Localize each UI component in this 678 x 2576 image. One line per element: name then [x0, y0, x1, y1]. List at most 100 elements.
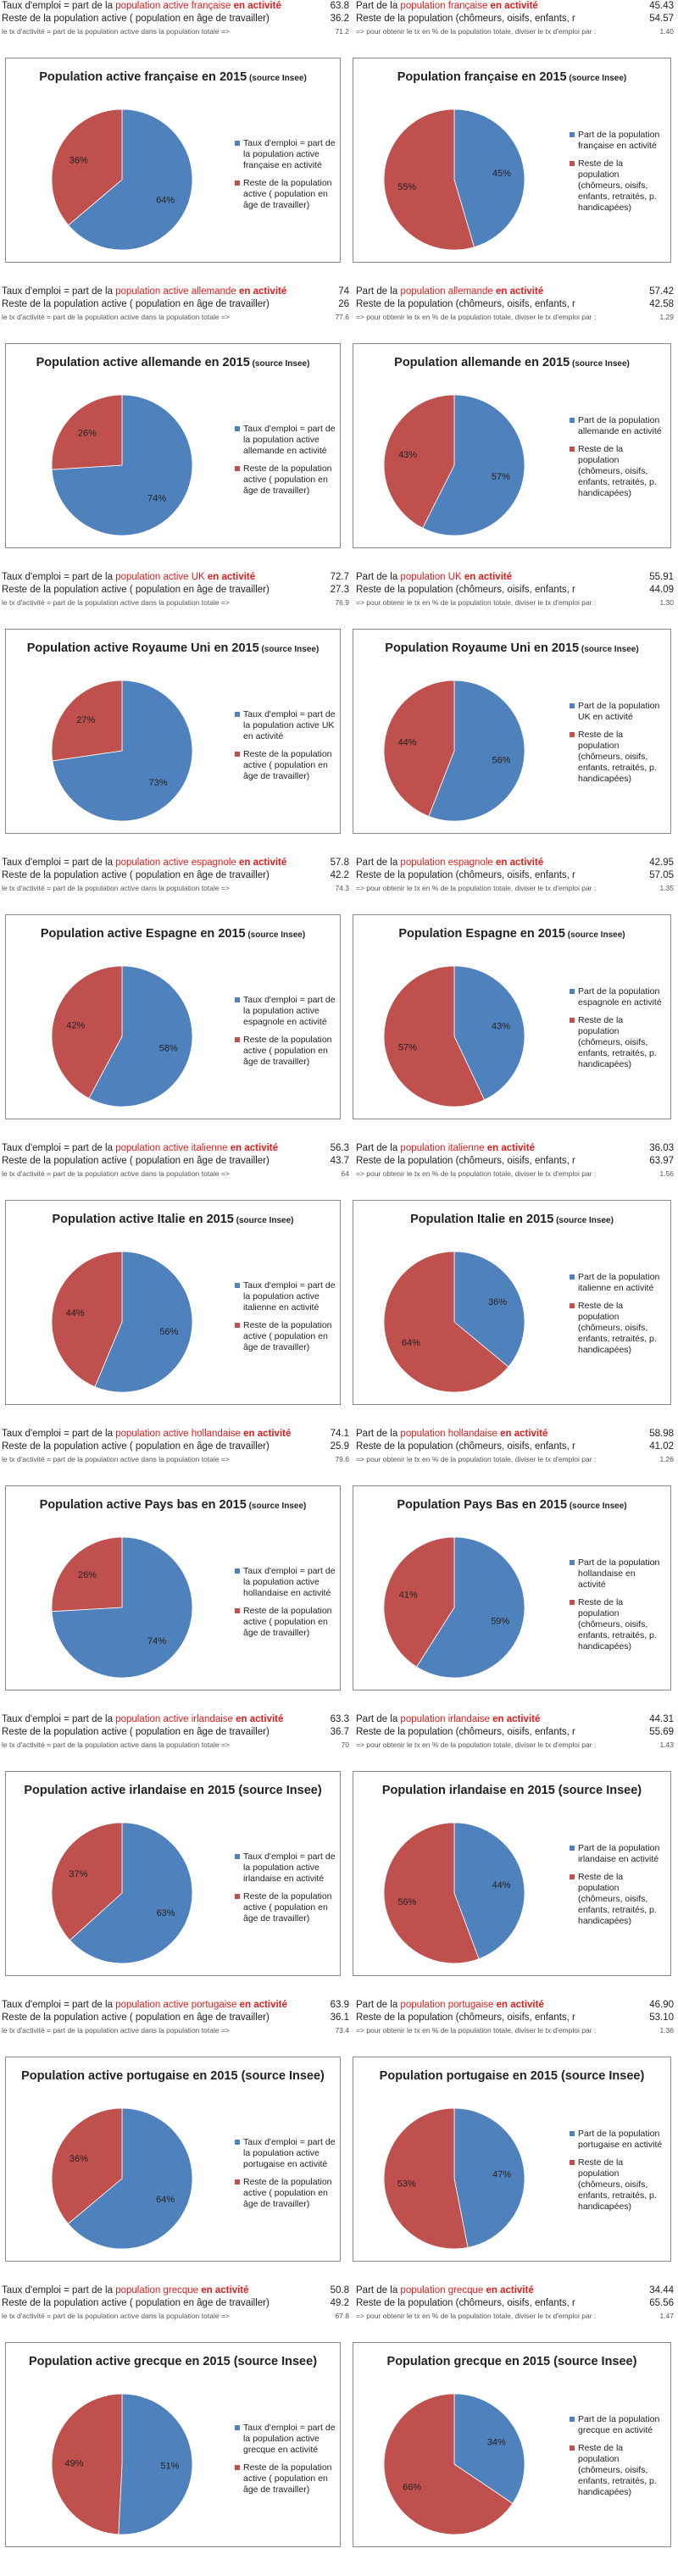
table-row: Reste de la population active ( populati…	[2, 869, 349, 882]
pie-slice-active	[67, 2107, 193, 2250]
pie-chart: 58% 42%	[51, 965, 193, 1108]
chart-title-text: Population allemande en 2015	[394, 356, 570, 369]
legend-swatch	[235, 141, 240, 146]
legend-label: Part de la population allemande en activ…	[578, 415, 662, 436]
left-table: Taux d'emploi = part de la population ac…	[2, 1999, 349, 2037]
chart-title-source: (source Insee)	[565, 930, 625, 940]
chart-title-source: (source Insee)	[233, 1216, 294, 1225]
legend-label: Part de la population portugaise en acti…	[578, 2129, 663, 2150]
pie-slice-label: 44%	[66, 1308, 85, 1319]
highlighted-text: en activité	[483, 2285, 534, 2296]
left-table: Taux d'emploi = part de la population ac…	[2, 571, 349, 609]
table-row: Taux d'emploi = part de la population ac…	[2, 857, 349, 869]
pie-slice-label: 44%	[492, 1880, 511, 1890]
legend-swatch	[235, 1568, 240, 1574]
row-label: Taux d'emploi = part de la population ac…	[2, 1428, 291, 1441]
legend-label: Reste de la population (chômeurs, oisifs…	[578, 2443, 657, 2497]
row-label: Taux d'emploi = part de la population ac…	[2, 1142, 278, 1155]
pie-chart: 43% 57%	[383, 965, 525, 1108]
row-label-text: Part de la	[356, 572, 401, 582]
country-section: Taux d'emploi = part de la population ac…	[0, 1999, 678, 2285]
pie-slice-active	[422, 394, 525, 536]
legend-swatch	[570, 732, 575, 737]
pie-slice-label: 49%	[65, 2459, 84, 2469]
row-value: 72.7	[330, 572, 349, 582]
pie-slice-label: 66%	[403, 2483, 421, 2493]
row-label: le tx d'activité = part de la population…	[2, 27, 230, 36]
table-row: Part de la population hollandaise en act…	[356, 1428, 676, 1441]
left-chart-panel: Population active Espagne en 2015 (sourc…	[5, 914, 341, 1119]
legend-swatch	[235, 1037, 240, 1042]
legend-item: Part de la population portugaise en acti…	[570, 2129, 664, 2151]
row-value: 63.8	[330, 1, 349, 11]
right-chart-panel: Population Pays Bas en 2015 (source Inse…	[353, 1485, 671, 1690]
row-value: 46.90	[649, 2000, 674, 2010]
table-row: Reste de la population (chômeurs, oisifs…	[356, 869, 676, 882]
legend-label: Taux d'emploi = part de la population ac…	[243, 2137, 336, 2169]
legend-item: Reste de la population active ( populati…	[235, 1035, 336, 1068]
right-chart-panel: Population allemande en 2015 (source Ins…	[353, 343, 671, 548]
legend-item: Reste de la population (chômeurs, oisifs…	[570, 1015, 664, 1070]
chart-title-text: Population active allemande en 2015	[36, 356, 250, 369]
legend-item: Part de la population grecque en activit…	[570, 2414, 664, 2436]
legend-label: Reste de la population (chômeurs, oisifs…	[578, 1872, 657, 1926]
legend-swatch	[570, 2417, 575, 2422]
legend-item: Reste de la population (chômeurs, oisifs…	[570, 730, 664, 785]
pie-chart: 57% 43%	[383, 394, 525, 536]
table-row: => pour obtenir le tx en % de la populat…	[356, 882, 676, 895]
highlighted-text: en activité	[236, 858, 287, 868]
highlighted-text: population active irlandaise	[115, 1714, 233, 1724]
row-label: Part de la population espagnole en activ…	[356, 857, 543, 869]
chart-legend: Part de la population allemande en activ…	[570, 415, 664, 506]
left-chart-panel: Population active Italie en 2015 (source…	[5, 1200, 341, 1405]
row-label: Taux d'emploi = part de la population ac…	[2, 0, 281, 13]
pie-slice-label: 55%	[397, 182, 416, 192]
legend-label: Reste de la population (chômeurs, oisifs…	[578, 444, 657, 498]
row-value: 73.4	[335, 2026, 349, 2035]
left-chart-panel: Population active Royaume Uni en 2015 (s…	[5, 629, 341, 834]
chart-title: Population Pays Bas en 2015 (source Inse…	[353, 1498, 670, 1513]
row-value: 36.03	[649, 1143, 674, 1153]
table-row: Part de la population grecque en activit…	[356, 2285, 676, 2297]
chart-title-text: Population active irlandaise en 2015 (so…	[24, 1784, 322, 1797]
pie-slice-rest	[51, 1822, 123, 1941]
row-value: 50.8	[330, 2285, 349, 2296]
row-label: le tx d'activité = part de la population…	[2, 313, 230, 321]
legend-item: Reste de la population active ( populati…	[235, 1606, 336, 1639]
highlighted-text: en activité	[497, 1429, 548, 1439]
legend-swatch	[235, 2140, 240, 2145]
pie-chart: 47% 53%	[383, 2107, 525, 2250]
highlighted-text: population grecque	[115, 2285, 199, 2296]
pie-container: 51% 49%	[50, 2392, 194, 2540]
row-value: 67.8	[335, 2312, 349, 2320]
right-table: Part de la population portugaise en acti…	[356, 1999, 676, 2037]
row-label: Part de la population UK en activité	[356, 571, 512, 584]
chart-title-source: (source Insee)	[249, 359, 310, 369]
chart-title: Population Italie en 2015 (source Insee)	[353, 1213, 670, 1228]
row-label: Reste de la population (chômeurs, oisifs…	[356, 2298, 575, 2308]
table-row: Part de la population UK en activité 55.9…	[356, 571, 676, 584]
legend-label: Reste de la population active ( populati…	[243, 2462, 332, 2495]
right-table: Part de la population grecque en activit…	[356, 2285, 676, 2323]
legend-swatch	[570, 161, 575, 166]
right-chart-panel: Population française en 2015 (source Ins…	[353, 58, 671, 263]
right-chart-panel: Population portugaise en 2015 (source In…	[353, 2057, 671, 2262]
row-value: 1.30	[659, 598, 674, 607]
legend-label: Reste de la population (chômeurs, oisifs…	[578, 2157, 657, 2212]
pie-slice-active	[94, 1251, 193, 1393]
pie-slice-label: 45%	[492, 169, 511, 179]
table-row: Reste de la population active ( populati…	[2, 2297, 349, 2310]
right-table: Part de la population allemande en activ…	[356, 286, 676, 324]
table-row: => pour obtenir le tx en % de la populat…	[356, 2310, 676, 2323]
table-row: Part de la population française en activ…	[356, 0, 676, 13]
left-table: Taux d'emploi = part de la population ac…	[2, 857, 349, 895]
row-label: Reste de la population (chômeurs, oisifs…	[356, 299, 575, 309]
highlighted-text: en activité	[227, 1143, 279, 1153]
row-label: => pour obtenir le tx en % de la populat…	[356, 1169, 597, 1178]
row-label-text: Taux d'emploi = part de la	[2, 1, 116, 11]
legend-label: Part de la population irlandaise en acti…	[578, 1843, 660, 1864]
chart-title: Population Royaume Uni en 2015 (source I…	[353, 641, 670, 657]
highlighted-text: en activité	[489, 1714, 541, 1724]
chart-title-source: (source Insee)	[553, 1216, 614, 1225]
left-table: Taux d'emploi = part de la population ac…	[2, 1713, 349, 1752]
